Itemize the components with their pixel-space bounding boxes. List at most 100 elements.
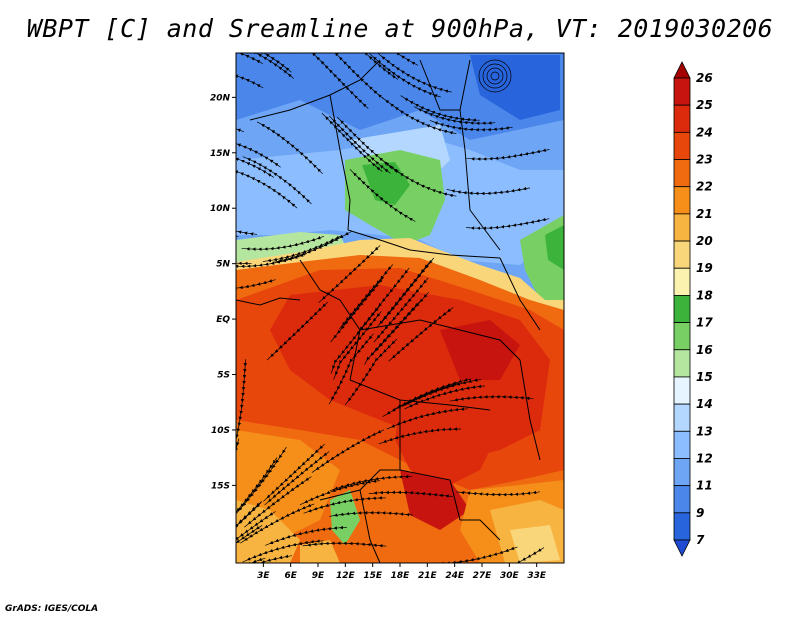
colorbar-segment (673, 213, 691, 242)
streamline (393, 378, 472, 411)
lat-tick-label: 20N (210, 93, 231, 103)
colorbar-label: 11 (696, 479, 713, 493)
streamline (236, 235, 239, 237)
footer-credit: GrADS: IGES/COLA (5, 604, 99, 614)
lon-tick-label: 24E (445, 571, 465, 581)
colorbar-segment (673, 186, 691, 215)
colorbar-segment (673, 104, 691, 133)
colorbar-segment (673, 131, 691, 160)
colorbar-label: 23 (696, 153, 713, 167)
streamline (388, 307, 454, 362)
colorbar-label: 26 (696, 71, 713, 85)
streamline (456, 490, 541, 497)
lat-tick-label: 15N (210, 149, 231, 159)
colorbar: 26 25 24 23 22 21 20 19 18 17 16 15 14 13 12 11 9 7 (673, 61, 713, 557)
colorbar-segment (673, 512, 691, 541)
colorbar-label: 19 (696, 261, 713, 275)
vortex-streamline (490, 71, 500, 81)
streamline (302, 541, 387, 548)
streamline (236, 557, 266, 563)
colorbar-label: 21 (696, 207, 713, 221)
colorbar-label: 15 (696, 370, 713, 384)
colorbar-segment (673, 322, 691, 351)
streamline (466, 148, 550, 161)
lon-tick-label: 27E (473, 571, 493, 581)
colorbar-segment (673, 458, 691, 487)
colorbar-top-arrow (673, 61, 691, 79)
map-axes: 20N 15N 10N 5N EQ 5S 10S 15S 3E 6E 9E 12E 15E 18E 21E… (210, 52, 565, 581)
streamline (236, 168, 298, 209)
streamline (312, 53, 369, 109)
streamline (449, 395, 534, 402)
streamline (472, 547, 545, 563)
colorbar-label: 17 (696, 316, 713, 330)
colorbar-segment (673, 267, 691, 296)
streamline (236, 359, 248, 442)
colorbar-segment (673, 240, 691, 269)
streamline (236, 53, 292, 73)
colorbar-segment (673, 159, 691, 188)
colorbar-segment (673, 295, 691, 323)
colorbar-segment (673, 430, 691, 459)
streamline (329, 510, 414, 517)
streamline (236, 511, 276, 559)
streamline (236, 119, 245, 133)
colorbar-label: 20 (696, 234, 713, 248)
streamline (236, 279, 276, 291)
lat-tick-label: EQ (216, 315, 230, 325)
colorbar-segment (673, 349, 691, 378)
vortex-streamline (478, 59, 512, 93)
lon-tick-label: 12E (336, 571, 356, 581)
streamline (265, 525, 347, 546)
colorbar-label: 14 (696, 397, 713, 411)
streamline (446, 186, 531, 196)
streamline (241, 235, 325, 251)
streamline (266, 301, 328, 361)
colorbar-label: 18 (696, 288, 713, 302)
streamline (349, 169, 416, 222)
colorbar-label: 16 (696, 343, 713, 357)
lon-tick-label: 33E (527, 571, 547, 581)
lon-tick-label: 9E (312, 571, 325, 581)
streamline (329, 474, 413, 492)
streamlines (236, 53, 550, 563)
lat-tick-label: 10N (210, 204, 231, 214)
streamline (368, 490, 453, 498)
vortex-streamline (486, 67, 504, 85)
lat-tick-label: 10S (211, 426, 230, 436)
streamline (386, 407, 468, 430)
lon-tick-label: 6E (284, 571, 297, 581)
wbpt-field (236, 53, 564, 563)
lat-tick-label: 5N (216, 260, 230, 270)
lon-tick-label: 21E (418, 571, 438, 581)
streamline (369, 53, 441, 98)
chart-title: WBPT [C] and Sreamline at 900hPa, VT: 20… (26, 14, 774, 43)
streamline (236, 222, 258, 236)
streamline (329, 115, 391, 174)
streamline (236, 66, 264, 89)
lon-tick-label: 18E (391, 571, 411, 581)
streamline (413, 106, 496, 126)
streamline (378, 427, 462, 445)
streamline (288, 53, 291, 54)
streamline (381, 159, 457, 198)
streamline (311, 429, 385, 473)
streamline (303, 496, 386, 514)
lat-tick-label: 15S (211, 481, 230, 491)
colorbar-label: 13 (696, 424, 713, 438)
lat-tick-label: 5S (217, 371, 230, 381)
colorbar-label: 9 (696, 506, 704, 520)
streamline (356, 267, 410, 335)
lon-tick-label: 15E (363, 571, 383, 581)
colorbar-label: 24 (696, 125, 713, 139)
colorbar-bottom-arrow (673, 539, 691, 557)
colorbar-label: 22 (696, 180, 713, 194)
streamline (318, 245, 381, 303)
streamline (236, 438, 240, 513)
vortex-streamline (482, 63, 508, 89)
colorbar-segment (673, 485, 691, 514)
streamline (440, 546, 518, 563)
colorbar-label: 12 (696, 451, 713, 465)
streamline (236, 253, 307, 269)
